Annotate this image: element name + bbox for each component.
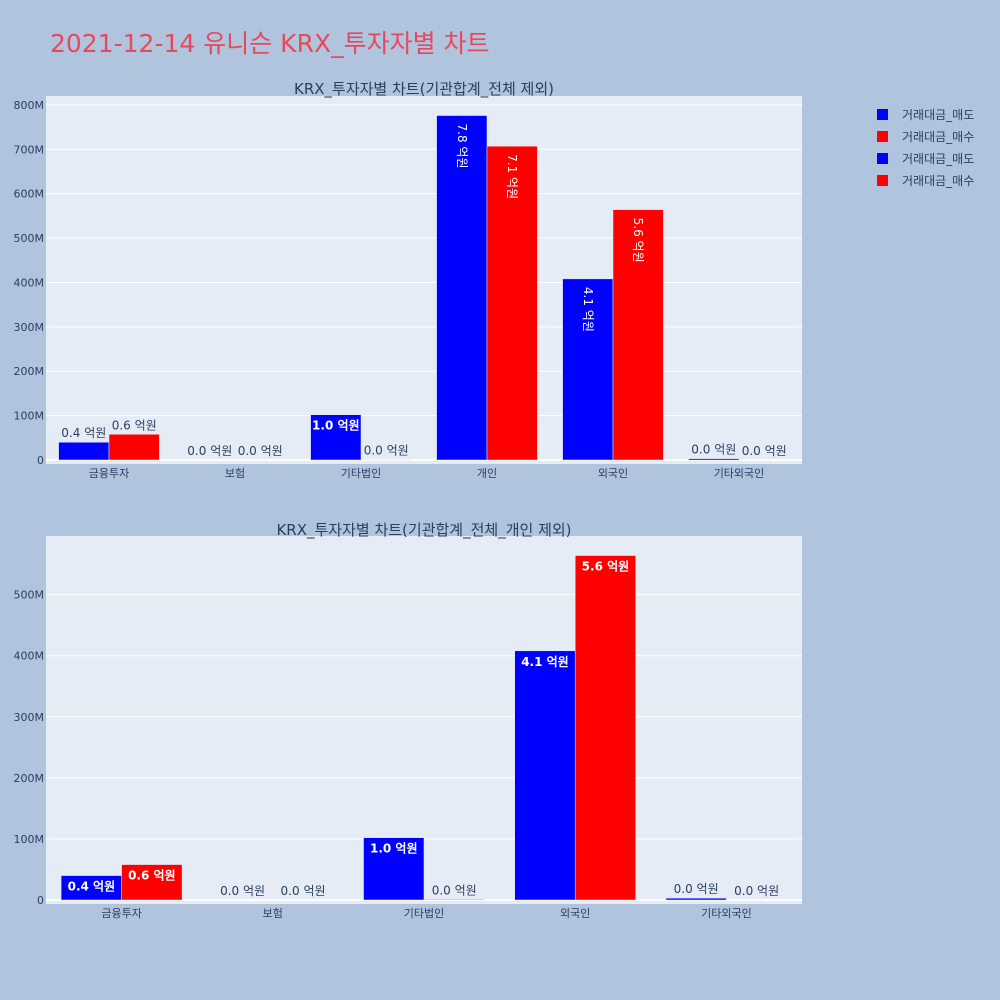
y-tick-label: 300M (14, 321, 45, 334)
bar-value-label: 0.0 억원 (187, 444, 232, 458)
y-tick-label: 700M (14, 143, 45, 156)
y-tick-label: 500M (14, 232, 45, 245)
x-tick-label: 금융투자 (101, 907, 141, 920)
bar-value-label: 7.1 억원 (505, 154, 519, 199)
y-tick-label: 400M (14, 650, 45, 663)
x-tick-label: 개인 (477, 467, 497, 480)
bar-value-label: 0.0 억원 (432, 883, 477, 897)
bar-value-label: 0.0 억원 (742, 444, 787, 458)
bar-value-label: 0.0 억원 (220, 884, 265, 898)
bar (486, 145, 538, 461)
y-tick-label: 100M (14, 833, 45, 846)
bar-value-label: 4.1 억원 (581, 287, 595, 332)
y-tick-label: 200M (14, 365, 45, 378)
bar-value-label: 0.6 억원 (112, 418, 157, 432)
y-tick-label: 100M (14, 410, 45, 423)
legend-label: 거래대금_매도 (902, 108, 974, 122)
y-tick-label: 300M (14, 711, 45, 724)
bar-value-label: 0.0 억원 (734, 884, 779, 898)
bar (562, 278, 614, 461)
bar (665, 897, 727, 901)
bar-value-label: 0.0 억원 (674, 882, 719, 896)
bar-value-label: 0.0 억원 (238, 444, 283, 458)
x-tick-label: 기타외국인 (714, 467, 765, 480)
legend-label: 거래대금_매도 (902, 152, 974, 166)
chart-title: KRX_투자자별 차트(기관합계_전체_개인 제외) (276, 521, 571, 540)
bar-value-label: 5.6 억원 (582, 560, 630, 574)
legend-swatch (877, 109, 888, 120)
x-tick-label: 기타법인 (404, 907, 444, 920)
y-tick-label: 800M (14, 99, 45, 112)
y-tick-label: 200M (14, 772, 45, 785)
y-tick-label: 400M (14, 276, 45, 289)
x-tick-label: 외국인 (598, 467, 628, 480)
x-tick-label: 기타외국인 (701, 907, 752, 920)
legend-label: 거래대금_매수 (902, 130, 974, 144)
bar-value-label: 7.8 억원 (455, 124, 469, 169)
page-title: 2021-12-14 유니슨 KRX_투자자별 차트 (50, 29, 490, 58)
legend-label: 거래대금_매수 (902, 174, 974, 188)
bar-value-label: 0.0 억원 (281, 884, 326, 898)
x-tick-label: 금융투자 (89, 467, 129, 480)
legend-swatch (877, 175, 888, 186)
x-tick-label: 보험 (263, 907, 283, 920)
bar-value-label: 0.4 억원 (68, 880, 116, 894)
plot-area (46, 96, 802, 464)
y-tick-label: 0 (37, 454, 44, 467)
bar (108, 434, 160, 461)
y-tick-label: 500M (14, 589, 45, 602)
bar (688, 458, 740, 461)
chart-2: 0 100M 200M 300M 400M 500M KRX_투자자별 차트(기관합계_전체… (14, 521, 802, 920)
bar (514, 650, 576, 901)
bar-value-label: 4.1 억원 (521, 655, 569, 669)
legend-swatch (877, 131, 888, 142)
bar-value-label: 0.4 억원 (61, 426, 106, 440)
bar-value-label: 0.0 억원 (691, 443, 736, 457)
x-tick-label: 보험 (225, 467, 245, 480)
bar-value-label: 0.6 억원 (128, 869, 176, 883)
bar (436, 115, 488, 461)
bar (423, 899, 485, 901)
bar (363, 837, 425, 901)
y-tick-label: 600M (14, 188, 45, 201)
x-tick-label: 외국인 (560, 907, 590, 920)
y-tick-label: 0 (37, 894, 44, 907)
bar-value-label: 0.0 억원 (364, 444, 409, 458)
bar-value-label: 1.0 억원 (312, 419, 360, 433)
bar (121, 864, 183, 901)
bar-value-label: 5.6 억원 (631, 218, 645, 263)
bar-value-label: 1.0 억원 (370, 842, 418, 856)
legend-swatch (877, 153, 888, 164)
bar (60, 875, 122, 901)
bar (574, 555, 636, 901)
bar (58, 441, 110, 461)
bar (612, 209, 664, 461)
chart-1: 0 100M 200M 300M 400M 500M 600M 700M 800M KRX_투자자… (14, 80, 802, 480)
chart-title: KRX_투자자별 차트(기관합계_전체 제외) (294, 80, 554, 99)
bar (310, 414, 362, 461)
x-tick-label: 기타법인 (341, 467, 381, 480)
